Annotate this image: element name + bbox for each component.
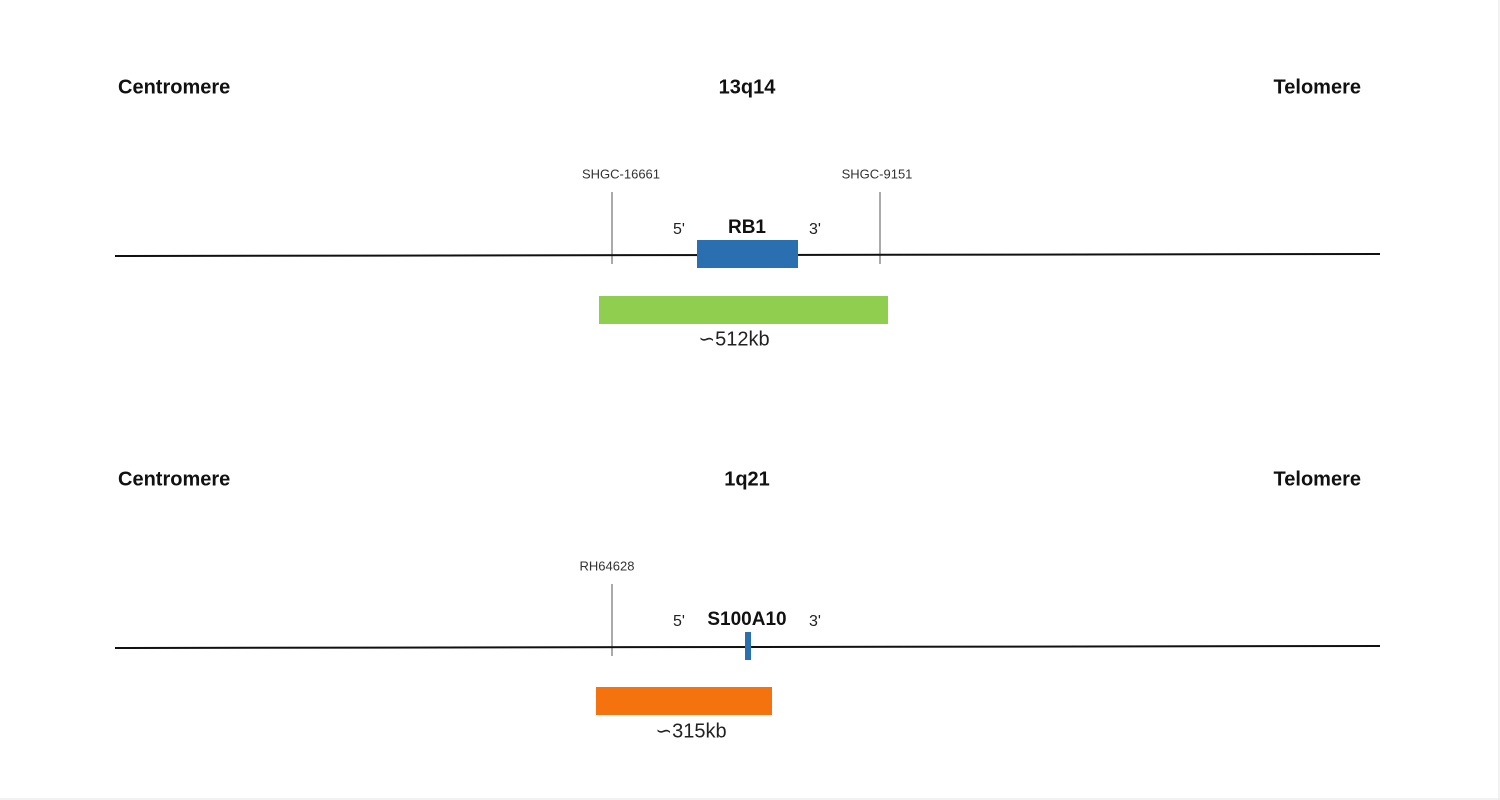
panel: Centromere 13q14 Telomere SHGC-16661 SHG… — [114, 76, 1381, 350]
locus-label: 1q21 — [724, 468, 770, 490]
gene-label: S100A10 — [707, 609, 786, 630]
panel: Centromere 1q21 Telomere RH64628 5' S100… — [114, 468, 1381, 742]
centromere-label: Centromere — [118, 76, 230, 98]
marker-label: SHGC-9151 — [842, 166, 913, 181]
three-prime: 3' — [809, 613, 821, 630]
five-prime: 5' — [673, 221, 685, 238]
gene-box — [745, 632, 751, 660]
probe-bar — [596, 687, 772, 715]
probe-size: ∽512kb — [698, 328, 769, 350]
probe-bar — [599, 296, 888, 324]
telomere-label: Telomere — [1274, 76, 1361, 98]
gene-label: RB1 — [728, 217, 766, 238]
three-prime: 3' — [809, 221, 821, 238]
marker-label: SHGC-16661 — [582, 166, 660, 181]
locus-label: 13q14 — [719, 76, 777, 98]
five-prime: 5' — [673, 613, 685, 630]
centromere-label: Centromere — [118, 468, 230, 490]
telomere-label: Telomere — [1274, 468, 1361, 490]
gene-box — [697, 240, 798, 268]
probe-size: ∽315kb — [655, 720, 726, 742]
marker-label: RH64628 — [580, 558, 635, 573]
